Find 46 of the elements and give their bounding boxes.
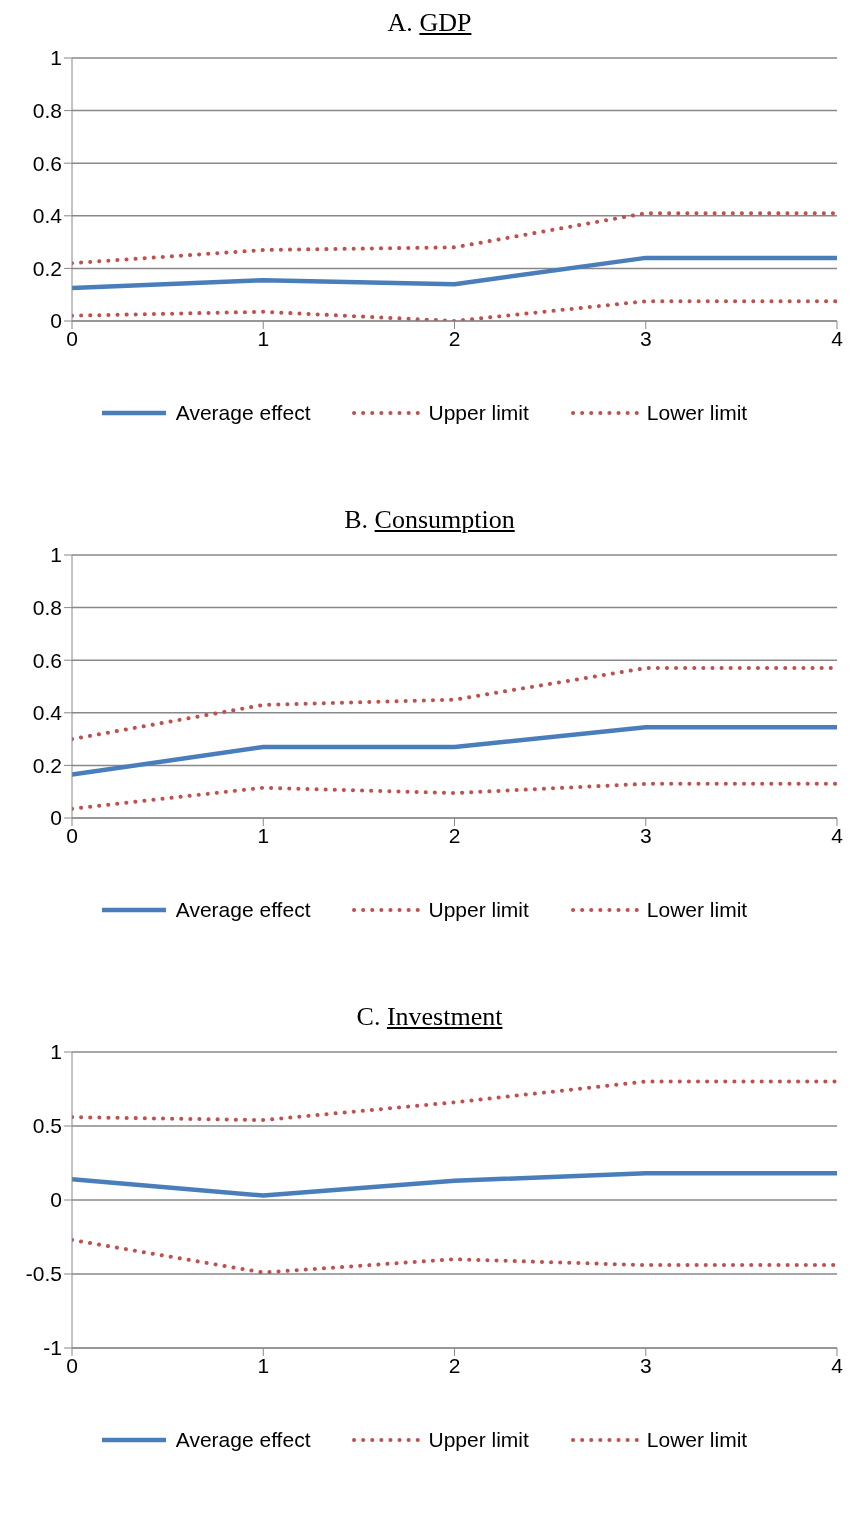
x-tick-label: 4: [831, 326, 844, 350]
line-series: [72, 1079, 837, 1123]
x-tick-label: 2: [448, 326, 461, 350]
line-series: [72, 781, 837, 811]
x-tick-label: 4: [831, 1353, 844, 1377]
x-tick-label: 0: [66, 823, 78, 847]
chart-title: A. GDP: [386, 8, 473, 39]
y-tick-label: 0: [50, 806, 62, 830]
x-tick-label: 1: [257, 1353, 270, 1377]
chart-title: B. Consumption: [343, 505, 516, 536]
y-tick-label: 1: [50, 1040, 62, 1064]
y-tick-label: -1: [43, 1336, 62, 1360]
y-tick-label: 1: [50, 46, 62, 70]
x-tick-label: 3: [639, 326, 652, 350]
y-tick-label: 0: [50, 1188, 62, 1212]
x-tick-label: 0: [66, 1353, 78, 1377]
y-tick-label: 0.4: [32, 701, 63, 725]
x-tick-label: 1: [257, 326, 270, 350]
legend-label: Upper limit: [428, 1428, 529, 1452]
y-tick-label: 0.6: [32, 151, 62, 175]
x-tick-label: 3: [639, 823, 652, 847]
x-tick-label: 1: [257, 823, 270, 847]
legend-label: Lower limit: [646, 898, 748, 922]
y-tick-label: 0: [50, 309, 62, 333]
legend-label: Upper limit: [428, 898, 529, 922]
x-tick-label: 2: [448, 1353, 461, 1377]
chart-title: C. Investment: [355, 1002, 504, 1033]
legend-label: Lower limit: [646, 1428, 748, 1452]
y-tick-label: 0.2: [32, 256, 62, 280]
legend-label: Average effect: [175, 1428, 311, 1452]
y-tick-label: 0.4: [32, 204, 63, 228]
y-tick-label: 0.2: [32, 753, 62, 777]
y-tick-label: 1: [50, 543, 62, 567]
legend-label: Average effect: [175, 401, 311, 425]
x-tick-label: 2: [448, 823, 461, 847]
x-tick-label: 0: [66, 326, 78, 350]
y-tick-label: 0.8: [32, 596, 62, 620]
legend-label: Lower limit: [646, 401, 748, 425]
y-tick-label: 0.6: [32, 648, 62, 672]
y-tick-label: 0.8: [32, 99, 62, 123]
x-tick-label: 3: [639, 1353, 652, 1377]
y-tick-label: -0.5: [25, 1262, 62, 1286]
legend-label: Upper limit: [428, 401, 529, 425]
legend-label: Average effect: [175, 898, 311, 922]
x-tick-label: 4: [831, 823, 844, 847]
y-tick-label: 0.5: [32, 1114, 62, 1138]
